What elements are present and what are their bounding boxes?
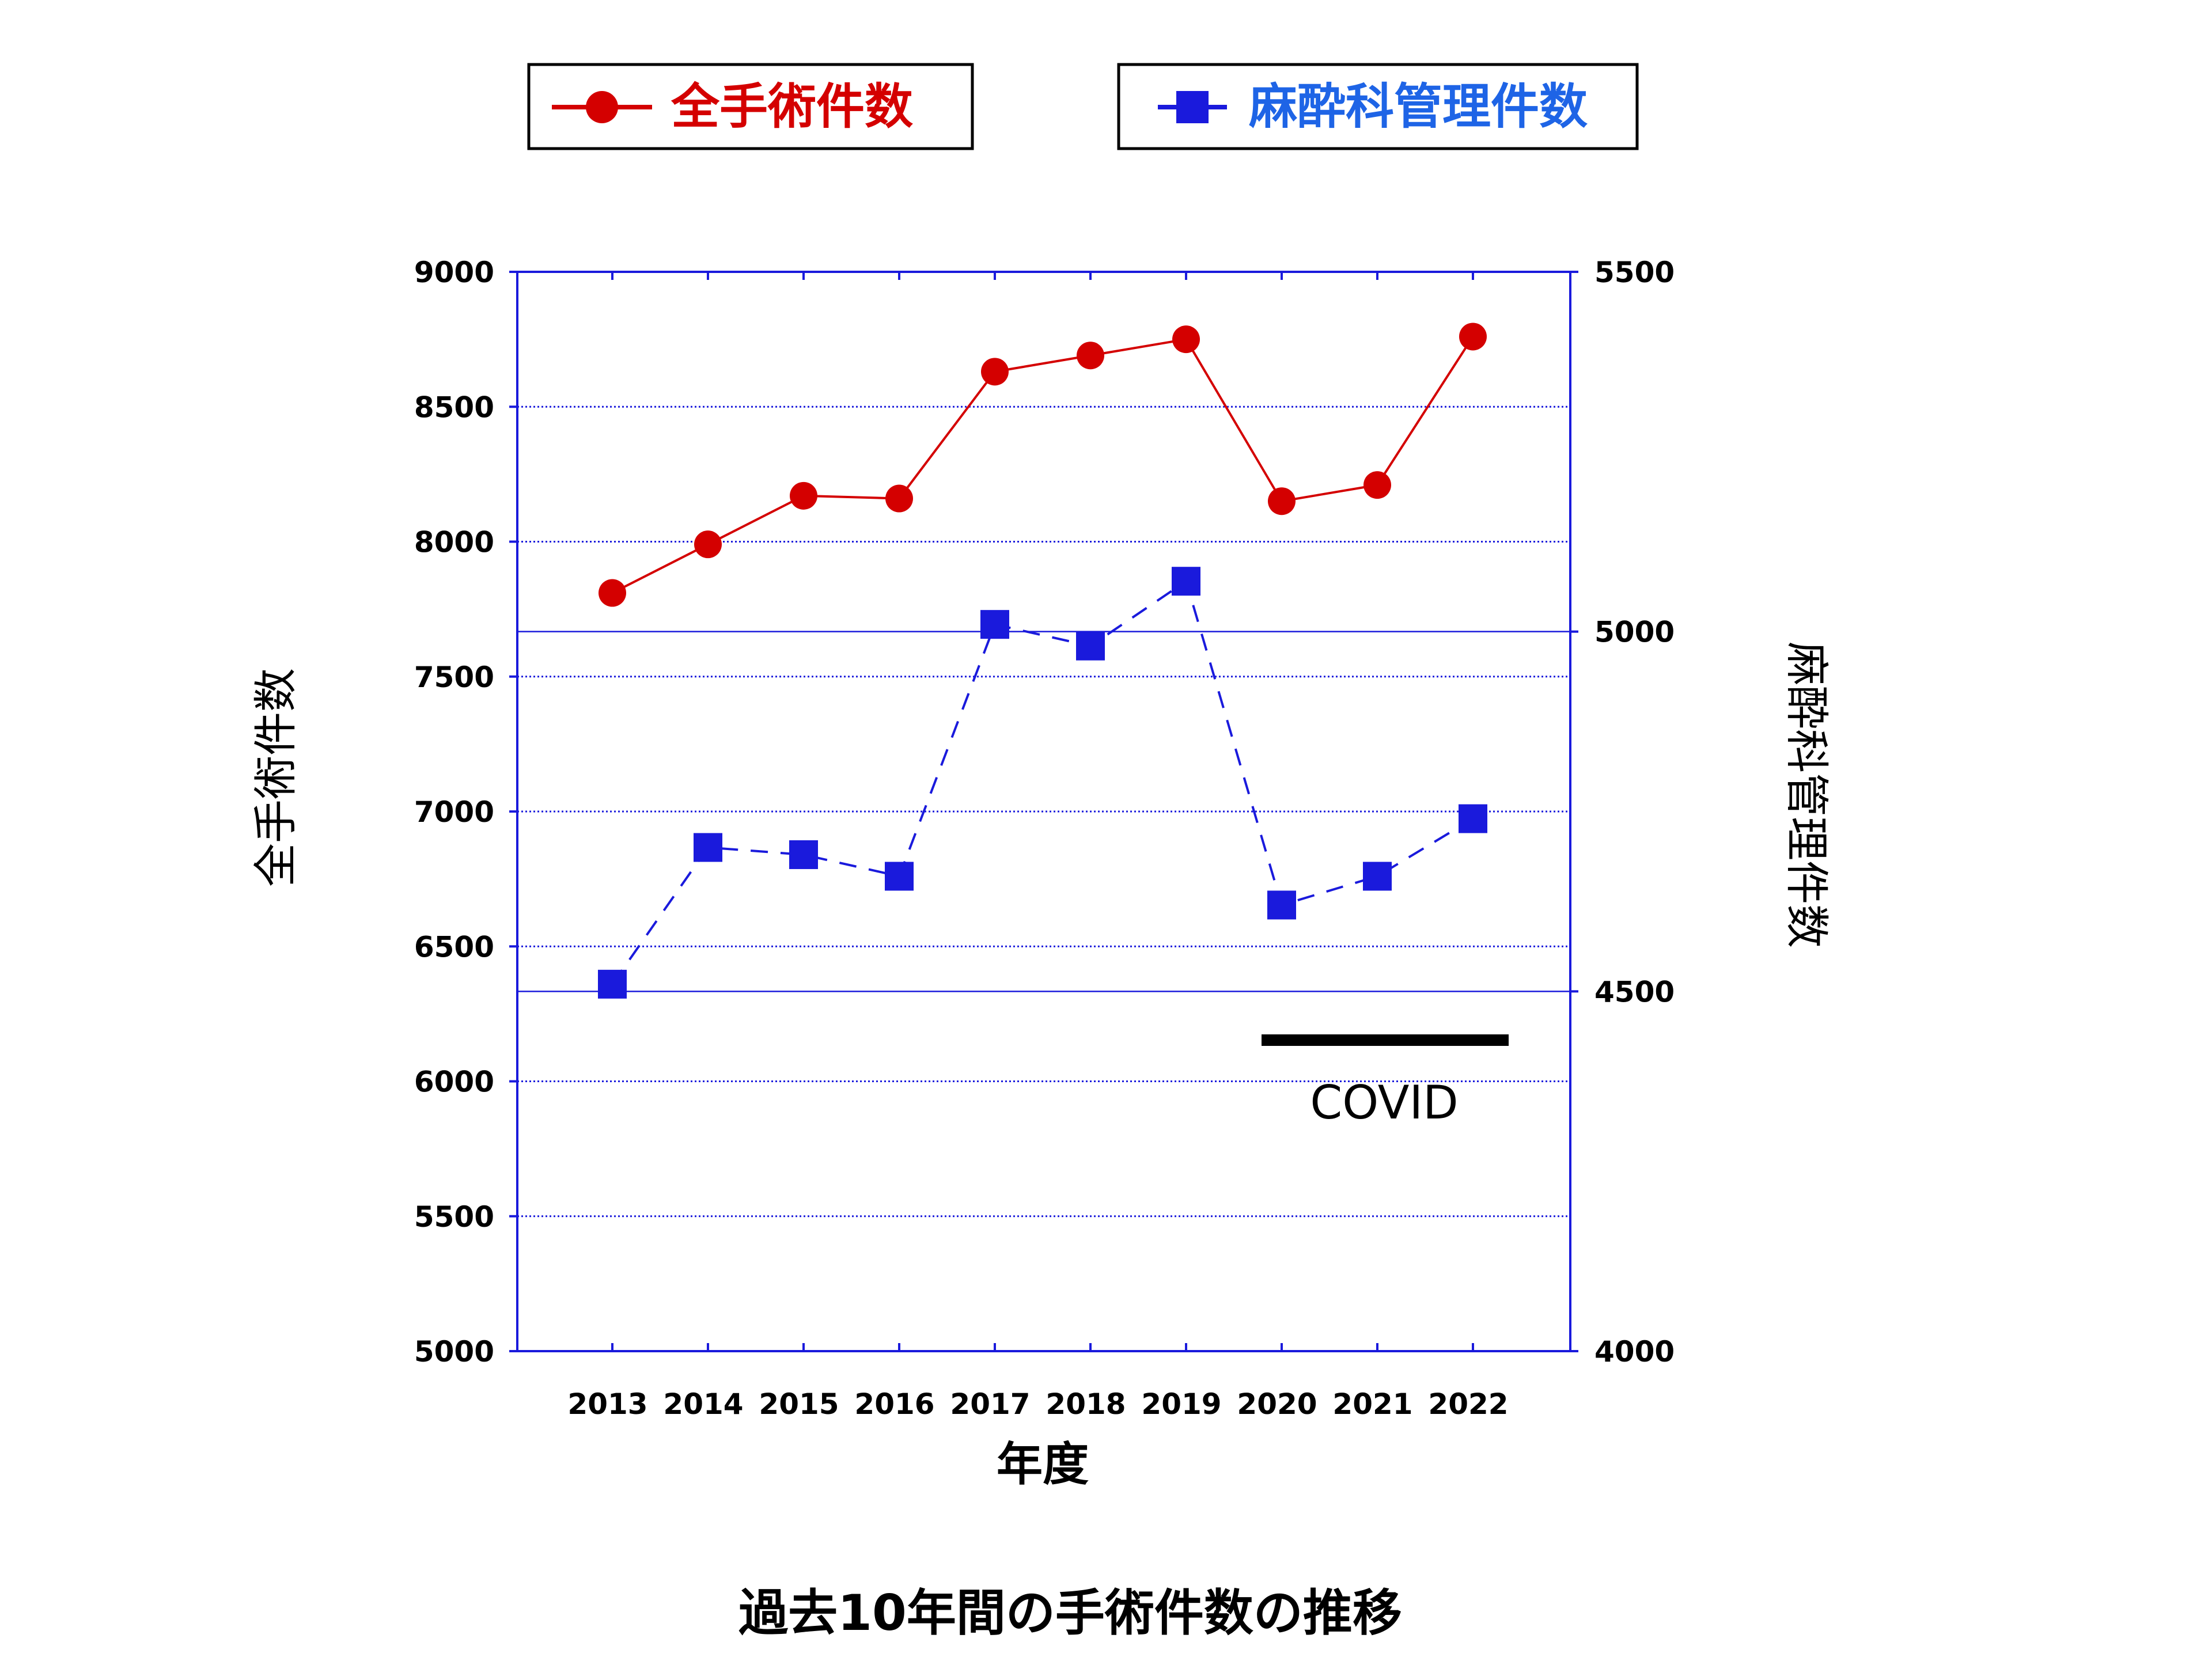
ytick-left-label: 7500	[414, 661, 494, 694]
series-total-point-2015	[790, 481, 817, 510]
legend: 全手術件数 麻酔科管理件数	[527, 63, 1639, 150]
x-axis-title: 年度	[997, 1438, 1089, 1491]
xtick-label: 2016	[854, 1387, 934, 1421]
chart-title: 過去10年間の手術件数の推移	[738, 1584, 1402, 1642]
series-anesthesia-point-2017	[980, 610, 1009, 639]
series-anesthesia-line	[611, 579, 1474, 985]
grid-lines	[517, 405, 1570, 1218]
series-total-point-2013	[599, 579, 626, 607]
axes	[509, 271, 1578, 1352]
series-anesthesia-point-2013	[598, 969, 627, 999]
ytick-left-label: 7000	[414, 795, 494, 829]
labels: 5000 5500 6000 6500 7000 7500 8000 8500 9000 4000…	[250, 256, 1832, 1642]
series-total-point-2016	[885, 484, 913, 513]
ytick-left-label: 5500	[414, 1200, 494, 1234]
series-total-line	[612, 336, 1474, 594]
legend-total-label: 全手術件数	[671, 78, 913, 135]
series-total-point-2022	[1459, 323, 1487, 351]
xtick-label: 2017	[950, 1387, 1030, 1421]
series-total-point-2021	[1363, 471, 1391, 499]
ytick-left-label: 6500	[414, 930, 494, 964]
xtick-label: 2013	[567, 1387, 647, 1421]
series-anesthesia-point-2016	[885, 862, 914, 891]
xtick-label: 2018	[1046, 1387, 1126, 1421]
legend-total-marker	[586, 91, 618, 123]
ytick-right-label: 4500	[1594, 975, 1675, 1008]
xtick-label: 2022	[1428, 1387, 1508, 1421]
series	[598, 323, 1487, 999]
series-total-point-2018	[1077, 342, 1104, 370]
xtick-label: 2019	[1141, 1387, 1221, 1421]
ytick-right-label: 5500	[1594, 256, 1675, 289]
ytick-right-label: 4000	[1594, 1335, 1675, 1368]
series-anesthesia-point-2020	[1267, 890, 1296, 920]
xtick-label: 2021	[1332, 1387, 1412, 1421]
xtick-label: 2014	[663, 1387, 743, 1421]
y-axis-left-title: 全手術件数	[250, 668, 301, 887]
legend-anesthesia-label: 麻酔科管理件数	[1249, 78, 1588, 135]
xtick-label: 2020	[1237, 1387, 1317, 1421]
ytick-left-label: 6000	[414, 1065, 494, 1099]
ytick-left-label: 5000	[414, 1335, 494, 1368]
series-anesthesia-point-2018	[1076, 631, 1105, 661]
ytick-left-label: 8500	[414, 390, 494, 424]
xtick-label: 2015	[759, 1387, 839, 1421]
series-total-point-2017	[981, 358, 1009, 386]
y-axis-right-title: 麻酔科管理件数	[1781, 642, 1832, 948]
series-total-point-2020	[1268, 487, 1296, 515]
ytick-right-label: 5000	[1594, 616, 1675, 649]
ytick-left-label: 8000	[414, 526, 494, 559]
series-anesthesia-point-2021	[1363, 862, 1392, 891]
legend-anesthesia-marker	[1176, 91, 1209, 123]
ytick-left-label: 9000	[414, 256, 494, 289]
series-total-point-2014	[694, 530, 722, 559]
series-anesthesia-point-2022	[1459, 804, 1487, 833]
series-anesthesia-point-2014	[694, 833, 722, 862]
series-anesthesia-point-2019	[1172, 567, 1200, 596]
covid-label: COVID	[1310, 1076, 1458, 1129]
series-anesthesia-point-2015	[789, 840, 818, 869]
series-total-point-2019	[1172, 325, 1200, 354]
